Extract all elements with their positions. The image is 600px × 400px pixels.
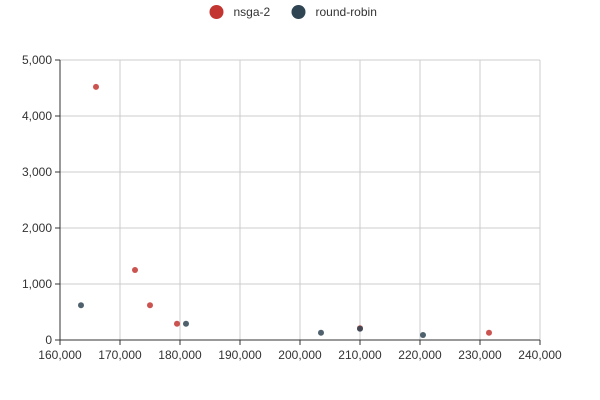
x-tick-label: 240,000 <box>518 348 562 362</box>
point-round-robin[interactable] <box>318 329 324 336</box>
legend-item-nsga-2[interactable]: nsga-2 <box>209 5 271 19</box>
x-tick-label: 190,000 <box>218 348 262 362</box>
y-tick-label: 5,000 <box>22 53 52 67</box>
point-round-robin[interactable] <box>78 302 84 309</box>
x-tick-label: 180,000 <box>158 348 202 362</box>
axes <box>55 59 541 345</box>
point-round-robin[interactable] <box>420 331 426 338</box>
legend-marker <box>209 5 224 19</box>
point-nsga-2[interactable] <box>132 267 138 273</box>
y-tick-label: 0 <box>45 333 52 347</box>
grid-lines <box>59 59 541 340</box>
x-tick-label: 220,000 <box>398 348 442 362</box>
legend-marker <box>291 5 306 19</box>
legend-item-round-robin[interactable]: round-robin <box>291 5 377 19</box>
point-nsga-2[interactable] <box>486 329 492 336</box>
point-nsga-2[interactable] <box>93 83 99 90</box>
y-tick-label: 3,000 <box>22 165 52 179</box>
x-tick-label: 200,000 <box>278 348 322 362</box>
data-points <box>78 83 492 338</box>
legend[interactable]: nsga-2 round-robin <box>209 5 377 19</box>
point-nsga-2[interactable] <box>147 302 153 309</box>
point-nsga-2[interactable] <box>174 320 180 327</box>
point-round-robin[interactable] <box>183 320 189 327</box>
x-tick-label: 160,000 <box>38 348 82 362</box>
y-tick-label: 4,000 <box>22 109 52 123</box>
point-round-robin[interactable] <box>357 325 363 332</box>
x-tick-label: 170,000 <box>98 348 142 362</box>
x-tick-label: 230,000 <box>458 348 502 362</box>
x-tick-label: 210,000 <box>338 348 382 362</box>
legend-label: nsga-2 <box>234 5 271 19</box>
y-tick-label: 2,000 <box>22 221 52 235</box>
y-tick-label: 1,000 <box>22 277 52 291</box>
tick-labels: 160,000 170,000 180,000 190,000 200,000 210,0… <box>22 53 562 362</box>
legend-label: round-robin <box>316 5 377 19</box>
